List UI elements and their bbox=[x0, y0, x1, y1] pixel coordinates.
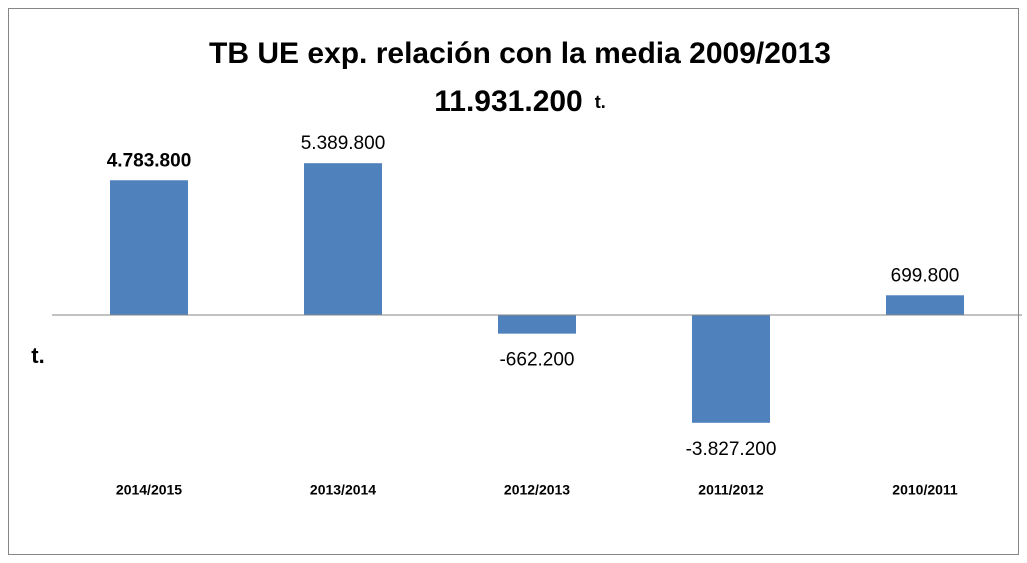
bar bbox=[692, 315, 770, 423]
value-label: 699.800 bbox=[891, 265, 960, 286]
x-tick-label: 2013/2014 bbox=[310, 482, 376, 498]
value-label: -3.827.200 bbox=[686, 439, 777, 460]
bar bbox=[304, 163, 382, 315]
x-tick-label: 2011/2012 bbox=[698, 482, 764, 498]
x-tick-label: 2010/2011 bbox=[892, 482, 958, 498]
subtitle-value: 11.931.200 bbox=[434, 85, 583, 118]
value-label: 5.389.800 bbox=[301, 133, 386, 154]
subtitle-unit: t. bbox=[595, 92, 606, 112]
value-label: -662.200 bbox=[499, 350, 574, 371]
value-label: 4.783.800 bbox=[107, 150, 192, 171]
bar bbox=[886, 295, 964, 315]
x-tick-label: 2014/2015 bbox=[116, 482, 182, 498]
bar bbox=[498, 315, 576, 334]
chart-title: TB UE exp. relación con la media 2009/20… bbox=[209, 37, 831, 70]
bar bbox=[110, 180, 188, 315]
y-axis-label: t. bbox=[31, 343, 44, 368]
chart-subtitle: 11.931.200 t. bbox=[434, 85, 606, 118]
x-tick-label: 2012/2013 bbox=[504, 482, 570, 498]
